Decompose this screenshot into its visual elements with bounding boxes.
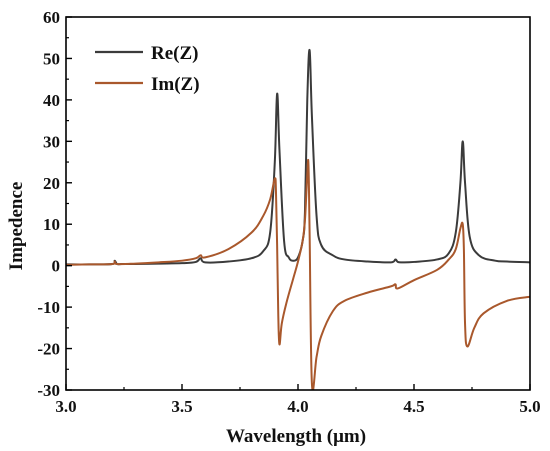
plot-area [66, 49, 530, 390]
y-tick-label: -10 [37, 298, 60, 317]
x-tick-label: 5.0 [519, 397, 540, 416]
x-tick-label: 3.0 [55, 397, 76, 416]
y-tick-label: 0 [52, 257, 61, 276]
series-lines [66, 49, 530, 390]
plot-frame [65, 16, 531, 391]
legend: Re(Z) Im(Z) [95, 43, 200, 95]
y-tick-label: 50 [43, 49, 60, 68]
y-axis-title: Impedence [6, 182, 27, 271]
x-axis-title: Wavelength (μm) [226, 426, 366, 447]
y-tick-label: 20 [43, 174, 60, 193]
axes: 3.0 3.5 4.0 4.5 5.0 -30 -20 -10 0 10 20 30 40 50 60 [37, 8, 540, 416]
y-tick-label: -30 [37, 381, 60, 400]
y-tick-label: 10 [43, 215, 60, 234]
series-line-im-z [66, 158, 530, 390]
y-tick-label: 40 [43, 91, 60, 110]
y-tick-label: -20 [37, 340, 60, 359]
y-tick-label: 60 [43, 8, 60, 27]
x-tick-label: 4.0 [287, 397, 308, 416]
legend-label: Im(Z) [151, 74, 200, 95]
y-tick-label: 30 [43, 132, 60, 151]
x-tick-label: 3.5 [171, 397, 192, 416]
legend-label: Re(Z) [151, 43, 198, 64]
x-tick-label: 4.5 [403, 397, 424, 416]
